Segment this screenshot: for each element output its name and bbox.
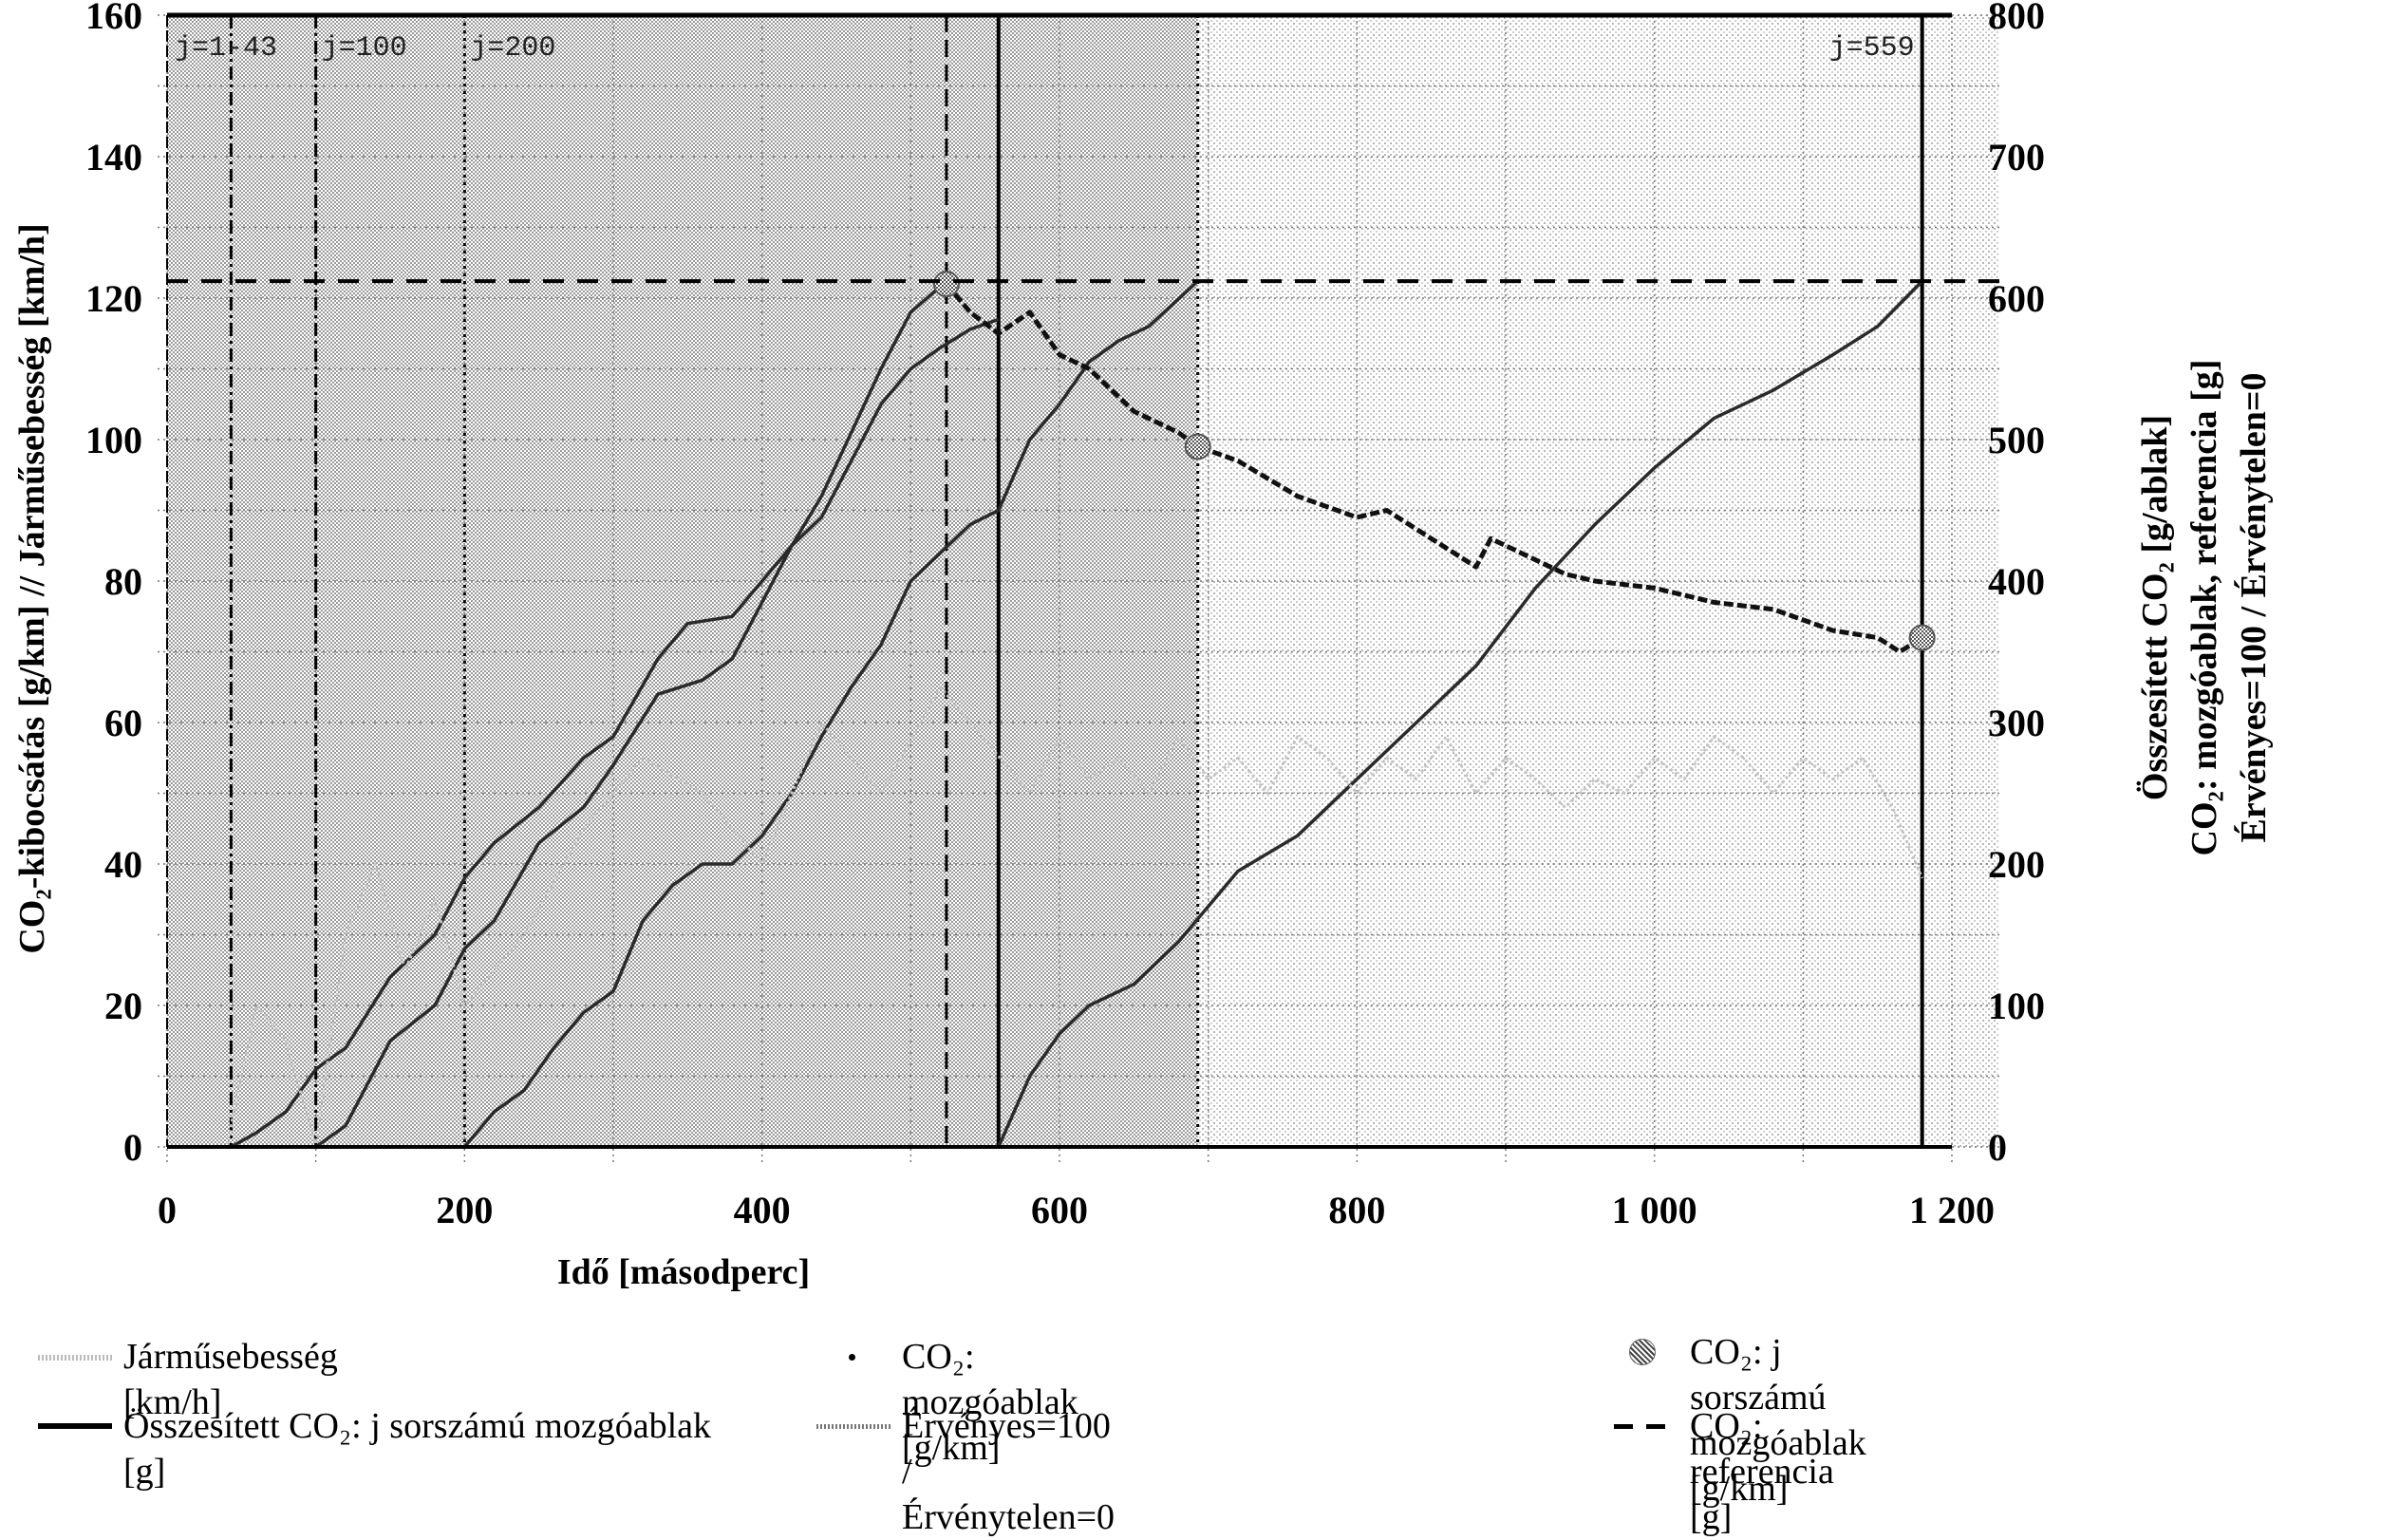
x-tick-label: 600 [1031, 1189, 1088, 1231]
y-left-tick-label: 0 [123, 1126, 142, 1169]
window-annotation: j=1-43 [175, 32, 277, 65]
legend-label: CO₂: referencia [g] [1690, 1406, 1834, 1537]
y-left-tick-label: 140 [85, 136, 142, 178]
x-axis-ticks: 0 200 400 600 800 1 000 1 200 [158, 1189, 1995, 1231]
y-axis-right-title-3: Érvényes=100 / Érvénytelen=0 [2234, 372, 2274, 842]
y-left-tick-label: 20 [104, 985, 142, 1027]
circle-marker-icon [1595, 1329, 1690, 1375]
y-left-tick-label: 100 [85, 419, 142, 461]
window-annotation: j=559 [1829, 32, 1915, 65]
y-left-tick-label: 120 [85, 277, 142, 320]
j-window-marker [932, 271, 960, 298]
y-right-tick-label: 500 [1988, 419, 2045, 461]
y-left-tick-label: 80 [104, 560, 142, 603]
dotted-dark-line-icon [807, 1403, 902, 1449]
y-left-tick-label: 160 [85, 0, 142, 37]
legend-item-cumulative: Összesített CO₂: j sorszámú mozgóablak [… [28, 1403, 750, 1494]
y-right-tick-label: 600 [1988, 277, 2045, 320]
y-axis-left-ticks: 0 20 40 60 80 100 120 140 160 [85, 0, 142, 1169]
legend-label: CO₂: j sorszámú mozgóablak [g/km] [1690, 1332, 1866, 1509]
y-left-tick-label: 40 [104, 843, 142, 886]
series-line-6 [167, 685, 1924, 1149]
y-axis-left-title: CO₂-kibocsátás [g/km] // Járműsebesség [… [12, 223, 52, 953]
y-right-tick-label: 0 [1988, 1126, 2007, 1169]
series-line-4 [944, 282, 1924, 654]
x-tick-label: 0 [158, 1189, 177, 1231]
dot-marker-icon [807, 1334, 902, 1380]
annotations: j=1-43 j=100 j=200 j=559 [175, 32, 1915, 65]
y-axis-right-title-2: CO₂: mozgóablak, referencia [g] [2184, 360, 2224, 856]
series-line-1 [314, 317, 1000, 1149]
window-markers [229, 15, 1924, 1147]
solid-line-icon [28, 1403, 123, 1449]
plot-background [167, 15, 1999, 1147]
legend-item-moving-window: CO₂: mozgóablak [g/km] [807, 1334, 1078, 1471]
x-tick-label: 1 200 [1909, 1189, 1995, 1231]
series-line-0 [230, 279, 948, 1149]
y-right-tick-label: 100 [1988, 985, 2045, 1027]
legend-item-speed: Járműsebesség [km/h] [28, 1334, 338, 1425]
j-window-marker [1184, 433, 1211, 460]
plot-frame [166, 12, 1952, 1149]
y-right-tick-label: 200 [1988, 843, 2045, 886]
y-right-tick-label: 800 [1988, 0, 2045, 37]
legend-item-j-window: CO₂: j sorszámú mozgóablak [g/km] [1595, 1329, 1866, 1512]
x-axis-title: Idő [másodperc] [557, 1252, 810, 1292]
plot-area-light [1197, 15, 1952, 1147]
legend-label: CO₂: mozgóablak [g/km] [902, 1337, 1078, 1468]
j-window-marker [1908, 624, 1936, 651]
legend-label: Érvényes=100 / Érvénytelen=0 [902, 1406, 1116, 1537]
window-annotation: j=100 [322, 32, 407, 65]
legend-item-reference: CO₂: referencia [g] [1595, 1403, 1834, 1540]
y-left-tick-label: 60 [104, 702, 142, 744]
dotted-light-line-icon [28, 1334, 123, 1380]
y-right-tick-label: 300 [1988, 702, 2045, 744]
y-axis-right-ticks: 0 100 200 300 400 500 600 700 800 [1988, 0, 2045, 1169]
series-line-3 [997, 279, 1923, 1148]
x-tick-label: 1 000 [1612, 1189, 1697, 1231]
y-right-tick-label: 400 [1988, 560, 2045, 603]
x-tick-label: 400 [734, 1189, 791, 1231]
y-axis-right-title-1: Összesített CO₂ [g/ablak] [2135, 415, 2175, 800]
x-tick-label: 200 [436, 1189, 493, 1231]
x-tick-label: 800 [1328, 1189, 1385, 1231]
dashed-line-icon [1595, 1403, 1690, 1449]
legend-label: Járműsebesség [km/h] [123, 1337, 338, 1422]
legend-item-valid: Érvényes=100 / Érvénytelen=0 [807, 1403, 1115, 1540]
y-right-tick-label: 700 [1988, 136, 2045, 178]
series-line-2 [462, 279, 1199, 1149]
legend-label: Összesített CO₂: j sorszámú mozgóablak [… [123, 1406, 712, 1492]
window-annotation: j=200 [470, 32, 555, 65]
